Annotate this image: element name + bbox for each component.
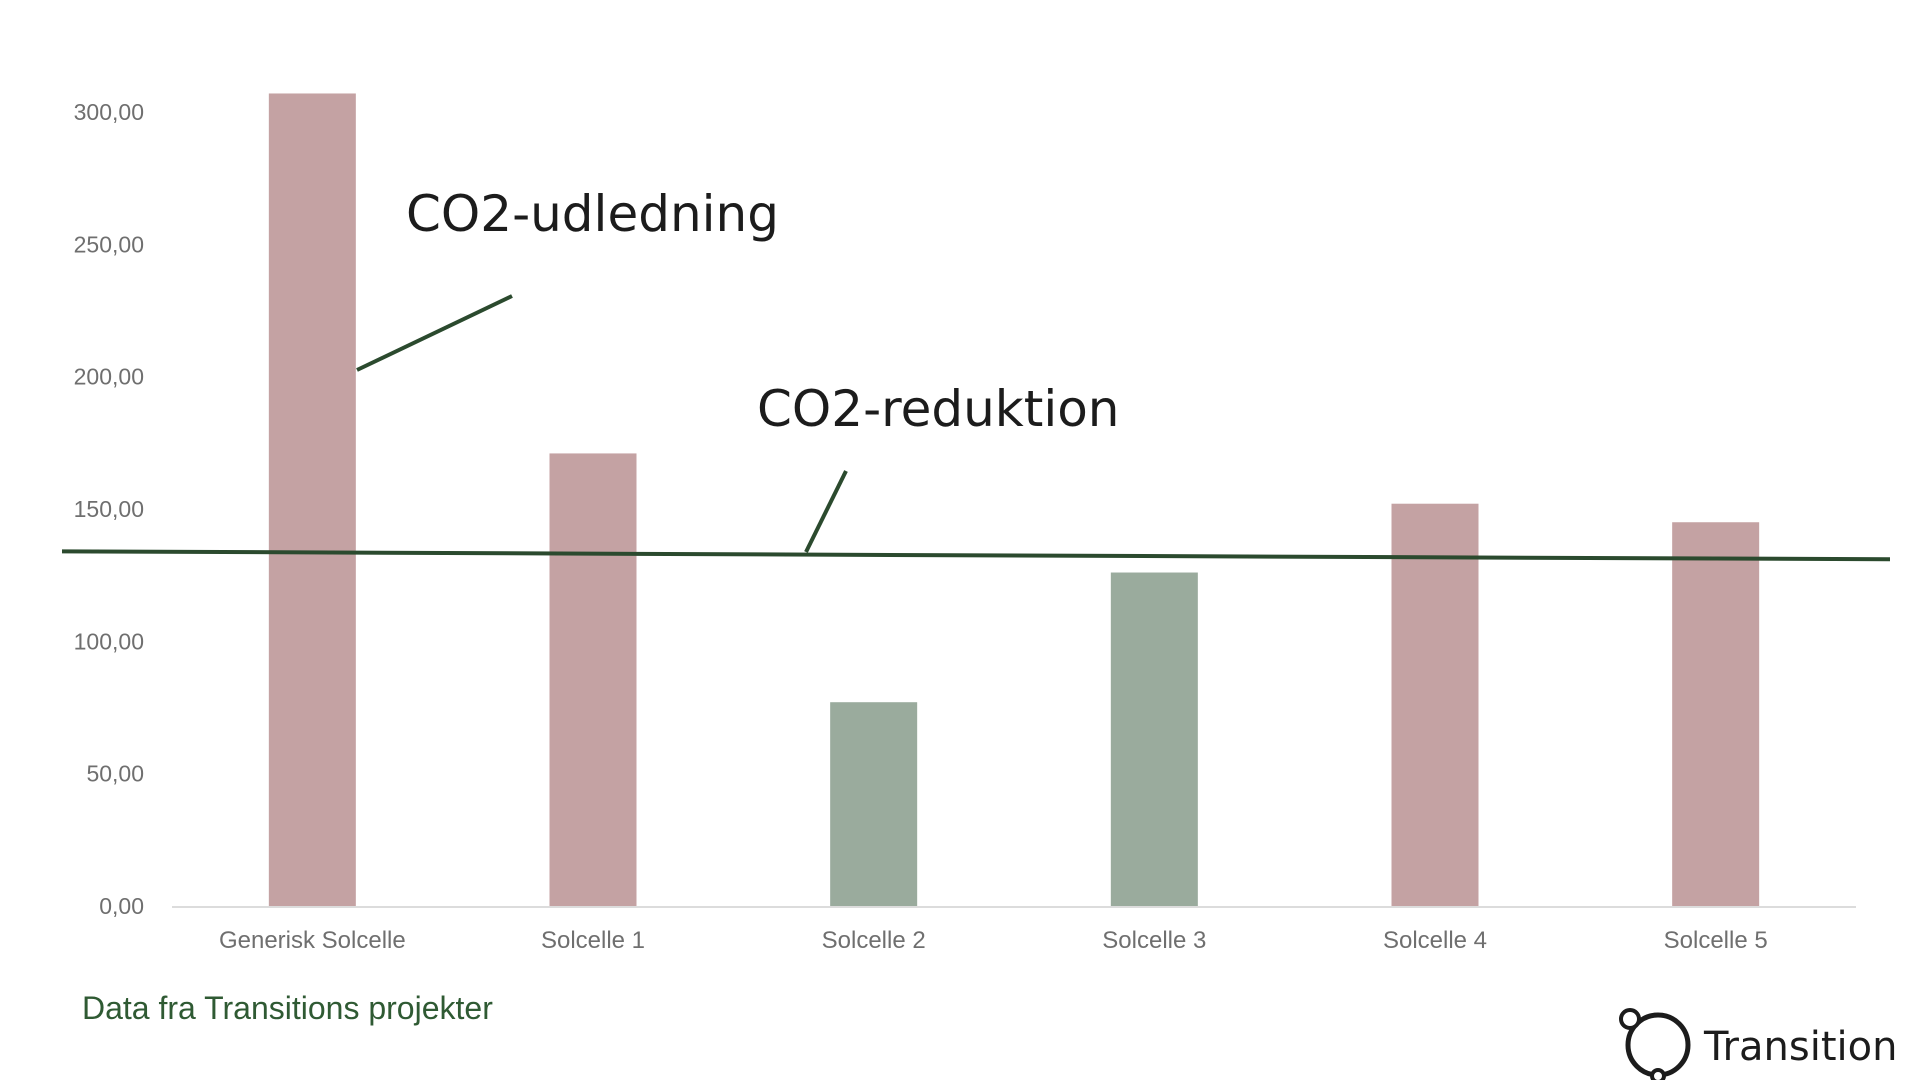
x-category-label: Solcelle 5 xyxy=(1664,927,1768,954)
y-tick-label: 250,00 xyxy=(74,231,144,257)
co2-udledning-pointer xyxy=(356,294,513,372)
y-tick-label: 50,00 xyxy=(86,761,144,787)
y-tick-label: 150,00 xyxy=(74,496,144,522)
y-tick-label: 100,00 xyxy=(74,628,144,654)
source-note: Data fra Transitions projekter xyxy=(82,990,493,1026)
x-category-label: Solcelle 1 xyxy=(541,927,645,954)
x-category-label: Solcelle 4 xyxy=(1383,927,1487,954)
x-axis-labels: Generisk Solcelle Solcelle 1 Solcelle 2 Sol… xyxy=(219,927,1768,954)
bar-generisk-solcelle xyxy=(268,93,356,907)
bar-solcelle-5 xyxy=(1672,522,1760,906)
transition-logo-icon xyxy=(1619,1008,1691,1080)
bar-solcelle-2 xyxy=(830,702,918,906)
x-category-label: Solcelle 3 xyxy=(1102,927,1206,954)
bar-solcelle-1 xyxy=(549,453,637,906)
bar-solcelle-4 xyxy=(1391,503,1479,906)
y-tick-label: 200,00 xyxy=(74,364,144,390)
x-category-label: Generisk Solcelle xyxy=(219,927,406,954)
co2-reduktion-pointer xyxy=(804,470,848,553)
y-tick-label: 300,00 xyxy=(74,99,144,125)
brand-name: Transition xyxy=(1704,1024,1898,1070)
y-tick-label: 0,00 xyxy=(99,893,144,919)
brand: Transition xyxy=(1616,1004,1906,1080)
bars xyxy=(268,93,1760,907)
y-axis-ticks: 0,00 50,00 100,00 150,00 200,00 250,00 300,00 xyxy=(74,99,144,919)
bar-solcelle-3 xyxy=(1110,572,1198,906)
co2-udledning-annotation: CO2-udledning xyxy=(406,185,779,243)
co2-reduction-line xyxy=(61,549,1891,562)
x-category-label: Solcelle 2 xyxy=(822,927,926,954)
co2-reduktion-annotation: CO2-reduktion xyxy=(757,380,1120,438)
